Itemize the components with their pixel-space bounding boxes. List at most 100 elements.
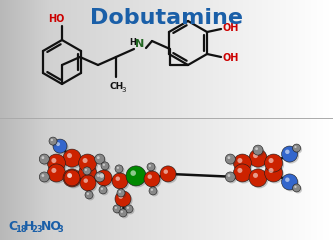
Circle shape xyxy=(253,173,258,178)
Circle shape xyxy=(51,158,56,163)
Circle shape xyxy=(80,165,98,183)
Text: OH: OH xyxy=(222,23,238,33)
Circle shape xyxy=(96,170,112,186)
Circle shape xyxy=(253,145,263,155)
Circle shape xyxy=(63,169,81,187)
Circle shape xyxy=(255,147,258,150)
Circle shape xyxy=(121,211,123,213)
Circle shape xyxy=(117,189,125,197)
Circle shape xyxy=(151,189,153,191)
Circle shape xyxy=(146,172,162,188)
Circle shape xyxy=(149,165,151,167)
Circle shape xyxy=(87,193,89,195)
Circle shape xyxy=(115,207,117,209)
Circle shape xyxy=(49,137,57,145)
Circle shape xyxy=(125,205,133,213)
Circle shape xyxy=(64,170,80,186)
Circle shape xyxy=(41,174,51,183)
Circle shape xyxy=(266,165,284,183)
Circle shape xyxy=(225,172,235,182)
Text: Dobutamine: Dobutamine xyxy=(91,8,243,28)
Circle shape xyxy=(47,164,65,182)
Circle shape xyxy=(112,173,128,189)
Circle shape xyxy=(39,172,49,182)
Circle shape xyxy=(65,170,83,188)
Circle shape xyxy=(67,153,72,158)
Circle shape xyxy=(151,188,159,196)
Circle shape xyxy=(96,174,106,183)
Text: 3: 3 xyxy=(121,87,126,93)
Circle shape xyxy=(85,168,93,176)
Circle shape xyxy=(149,164,157,172)
Circle shape xyxy=(47,154,65,172)
Circle shape xyxy=(249,149,267,167)
Circle shape xyxy=(84,178,88,183)
Circle shape xyxy=(101,187,109,195)
Circle shape xyxy=(55,141,69,155)
Circle shape xyxy=(41,156,51,166)
Circle shape xyxy=(148,174,152,179)
Circle shape xyxy=(42,156,44,159)
Circle shape xyxy=(85,191,93,199)
Circle shape xyxy=(80,156,98,174)
Circle shape xyxy=(87,192,95,200)
Circle shape xyxy=(116,176,120,181)
Circle shape xyxy=(117,167,119,169)
Circle shape xyxy=(101,162,109,170)
Circle shape xyxy=(80,175,96,191)
Circle shape xyxy=(160,166,176,182)
Circle shape xyxy=(99,186,107,194)
Circle shape xyxy=(235,156,253,174)
Circle shape xyxy=(266,156,284,174)
Circle shape xyxy=(285,177,290,182)
Circle shape xyxy=(95,172,105,182)
Circle shape xyxy=(98,171,114,187)
Circle shape xyxy=(282,174,298,190)
Circle shape xyxy=(250,170,268,188)
Circle shape xyxy=(249,169,267,187)
Circle shape xyxy=(83,167,91,175)
Circle shape xyxy=(119,190,127,198)
Circle shape xyxy=(56,142,60,146)
Text: HO: HO xyxy=(48,14,64,24)
Circle shape xyxy=(293,184,301,192)
Circle shape xyxy=(79,154,97,172)
Circle shape xyxy=(294,145,302,154)
Circle shape xyxy=(127,206,135,214)
Circle shape xyxy=(250,151,268,168)
Circle shape xyxy=(253,153,258,158)
Circle shape xyxy=(268,158,274,163)
Circle shape xyxy=(121,210,129,218)
Circle shape xyxy=(119,191,121,193)
Text: H: H xyxy=(129,38,136,47)
Circle shape xyxy=(265,164,283,182)
Circle shape xyxy=(49,165,67,183)
Circle shape xyxy=(126,166,146,186)
Circle shape xyxy=(265,154,283,172)
Circle shape xyxy=(95,154,105,164)
Circle shape xyxy=(283,175,299,192)
Circle shape xyxy=(63,149,81,167)
Circle shape xyxy=(227,174,237,183)
Circle shape xyxy=(227,156,230,159)
Circle shape xyxy=(79,164,97,182)
Circle shape xyxy=(51,168,56,173)
Circle shape xyxy=(39,154,49,164)
Circle shape xyxy=(149,187,157,195)
Circle shape xyxy=(254,147,264,156)
Circle shape xyxy=(114,174,130,190)
Circle shape xyxy=(115,165,123,173)
Circle shape xyxy=(42,174,44,177)
Circle shape xyxy=(235,165,253,183)
Circle shape xyxy=(53,139,67,153)
Circle shape xyxy=(162,168,177,183)
Circle shape xyxy=(225,154,235,164)
Circle shape xyxy=(83,168,88,173)
Circle shape xyxy=(82,176,98,192)
Circle shape xyxy=(293,144,301,152)
Circle shape xyxy=(128,168,148,187)
Circle shape xyxy=(85,169,87,171)
Circle shape xyxy=(67,173,72,178)
Text: 18: 18 xyxy=(15,226,27,234)
Circle shape xyxy=(294,146,297,148)
